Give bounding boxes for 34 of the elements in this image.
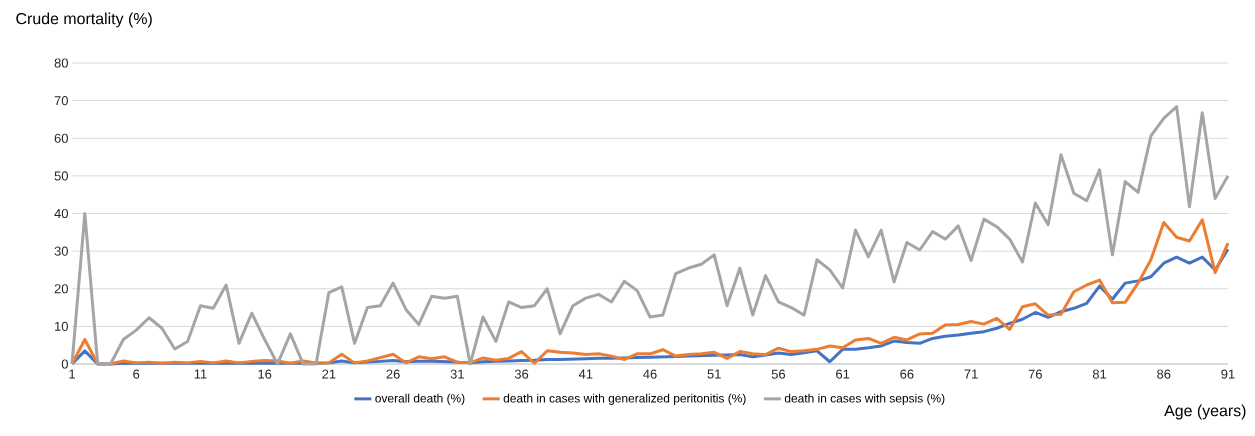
legend-label: death in cases with sepsis (%) bbox=[784, 393, 945, 405]
legend-label: overall death (%) bbox=[375, 393, 465, 405]
x-tick-label: 46 bbox=[643, 369, 657, 379]
y-tick-label: 50 bbox=[54, 171, 68, 181]
x-tick-label: 71 bbox=[964, 369, 978, 379]
x-tick-label: 86 bbox=[1157, 369, 1171, 379]
x-tick-label: 6 bbox=[133, 369, 140, 379]
y-axis-title: Crude mortality (%) bbox=[16, 12, 152, 28]
y-tick-label: 80 bbox=[54, 58, 68, 68]
x-tick-label: 1 bbox=[69, 369, 75, 379]
x-tick-label: 26 bbox=[386, 369, 400, 379]
x-tick-label: 21 bbox=[322, 369, 336, 379]
x-tick-label: 31 bbox=[450, 369, 464, 379]
x-tick-label: 81 bbox=[1092, 369, 1107, 379]
y-tick-label: 10 bbox=[55, 321, 68, 331]
y-tick-label: 70 bbox=[54, 96, 68, 106]
x-tick-label: 56 bbox=[771, 369, 786, 379]
x-tick-label: 51 bbox=[707, 369, 721, 379]
x-tick-label: 41 bbox=[578, 369, 593, 379]
x-tick-label: 36 bbox=[514, 369, 529, 379]
y-tick-label: 20 bbox=[54, 284, 68, 294]
x-tick-label: 11 bbox=[194, 369, 207, 379]
y-tick-label: 40 bbox=[54, 208, 68, 219]
y-tick-label: 30 bbox=[54, 246, 68, 256]
y-tick-label: 0 bbox=[61, 359, 68, 369]
x-tick-label: 61 bbox=[836, 369, 850, 379]
x-tick-label: 16 bbox=[258, 369, 272, 379]
x-tick-label: 91 bbox=[1221, 369, 1235, 379]
x-tick-label: 76 bbox=[1028, 369, 1042, 379]
x-tick-label: 66 bbox=[900, 369, 914, 379]
line-series bbox=[70, 105, 1230, 366]
legend-label: death in cases with generalized peritonitis (%) bbox=[503, 393, 746, 405]
x-axis-title: Age (years) bbox=[1164, 404, 1246, 420]
y-tick-label: 60 bbox=[54, 133, 68, 143]
